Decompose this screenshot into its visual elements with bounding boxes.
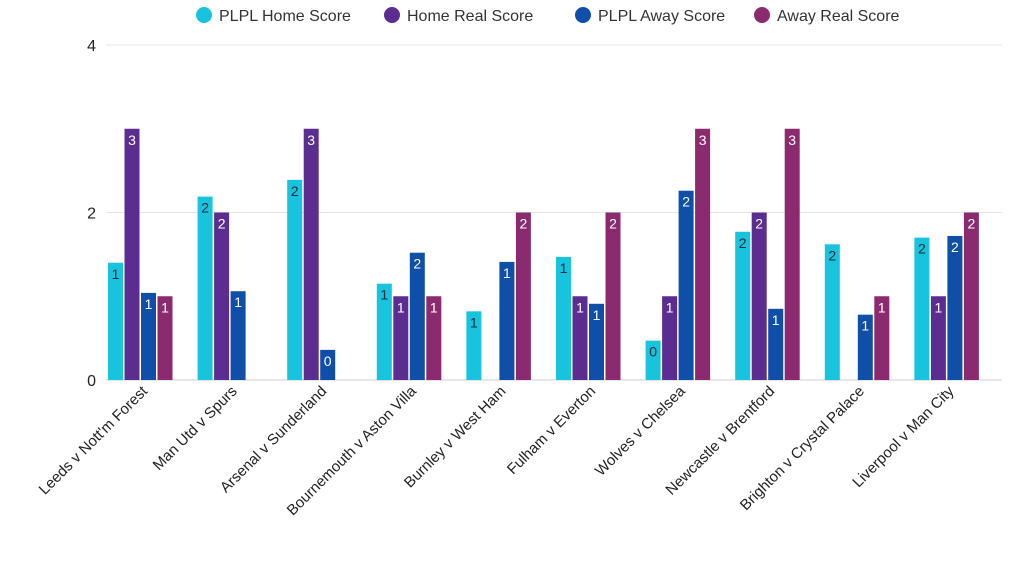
data-label: 1	[878, 299, 886, 315]
bar	[572, 296, 588, 380]
bar	[678, 190, 694, 380]
legend-marker	[754, 7, 770, 23]
x-tick-label: Liverpool v Man City	[849, 382, 957, 490]
data-label: 1	[772, 312, 780, 328]
bar	[376, 283, 392, 380]
bar	[914, 237, 930, 380]
bar	[499, 261, 515, 380]
x-tick-label: Wolves v Chelsea	[592, 382, 689, 479]
legend-marker	[384, 7, 400, 23]
data-label: 1	[145, 296, 153, 312]
data-label: 2	[739, 235, 747, 251]
bar	[963, 212, 979, 380]
bar	[320, 349, 336, 380]
bar	[141, 292, 156, 380]
data-label: 2	[828, 247, 836, 263]
bar	[230, 291, 246, 380]
bar	[108, 262, 123, 380]
data-label: 1	[666, 299, 674, 315]
data-label: 1	[380, 287, 388, 303]
legend-marker	[575, 7, 591, 23]
legend-label: Away Real Score	[777, 8, 900, 25]
bar	[515, 212, 531, 380]
legend-marker	[196, 7, 212, 23]
data-label: 2	[609, 216, 617, 232]
x-tick-label: Leeds v Nott'm Forest	[36, 382, 152, 498]
bar	[393, 296, 409, 380]
y-tick-label: 2	[87, 206, 96, 223]
data-label: 1	[397, 299, 405, 315]
bar	[768, 308, 784, 380]
legend-label: Home Real Score	[407, 8, 533, 25]
bar	[930, 296, 946, 380]
data-label: 1	[560, 260, 568, 276]
data-label: 3	[699, 132, 707, 148]
bar	[589, 303, 604, 380]
legend-label: PLPL Away Score	[598, 8, 725, 25]
bar	[645, 340, 661, 380]
bar	[857, 314, 873, 380]
bar	[874, 296, 890, 380]
data-label: 3	[307, 132, 315, 148]
data-label: 1	[470, 314, 478, 330]
y-tick-label: 4	[87, 38, 96, 55]
y-tick-label: 0	[87, 373, 96, 390]
bar	[157, 296, 173, 380]
data-label: 1	[576, 299, 584, 315]
data-label: 2	[951, 239, 959, 255]
bar	[556, 256, 571, 380]
bar	[124, 128, 140, 380]
x-tick-label: Man Utd v Spurs	[150, 383, 241, 474]
data-label: 3	[788, 132, 796, 148]
bar	[214, 212, 230, 380]
bar	[287, 179, 303, 380]
bar	[409, 252, 425, 380]
data-label: 2	[918, 241, 926, 257]
data-label: 1	[112, 266, 120, 282]
bar	[605, 212, 621, 380]
legend-label: PLPL Home Score	[219, 8, 351, 25]
data-label: 2	[413, 256, 421, 272]
data-label: 2	[682, 194, 690, 210]
data-label: 0	[324, 353, 332, 369]
bar	[735, 231, 751, 380]
data-label: 1	[861, 318, 869, 334]
bar	[947, 235, 963, 380]
data-label: 2	[291, 183, 299, 199]
bar	[662, 296, 678, 380]
data-label: 2	[755, 216, 763, 232]
bar	[466, 311, 482, 380]
data-label: 1	[234, 294, 242, 310]
bar	[197, 196, 213, 380]
bar	[303, 128, 319, 380]
data-label: 1	[593, 307, 601, 323]
data-label: 0	[649, 344, 657, 360]
x-tick-label: Fulham v Everton	[504, 383, 599, 478]
x-tick-label: Burnley v West Ham	[401, 383, 509, 491]
data-label: 1	[503, 265, 511, 281]
data-label: 1	[430, 299, 438, 315]
bar	[784, 128, 800, 380]
data-label: 1	[935, 299, 943, 315]
data-label: 2	[218, 216, 226, 232]
bar	[426, 296, 442, 380]
data-label: 2	[968, 216, 976, 232]
bar	[751, 212, 767, 380]
bar	[824, 244, 840, 380]
data-label: 1	[161, 299, 169, 315]
data-label: 2	[520, 216, 528, 232]
data-label: 2	[201, 200, 209, 216]
bar	[695, 128, 711, 380]
data-label: 3	[128, 132, 136, 148]
